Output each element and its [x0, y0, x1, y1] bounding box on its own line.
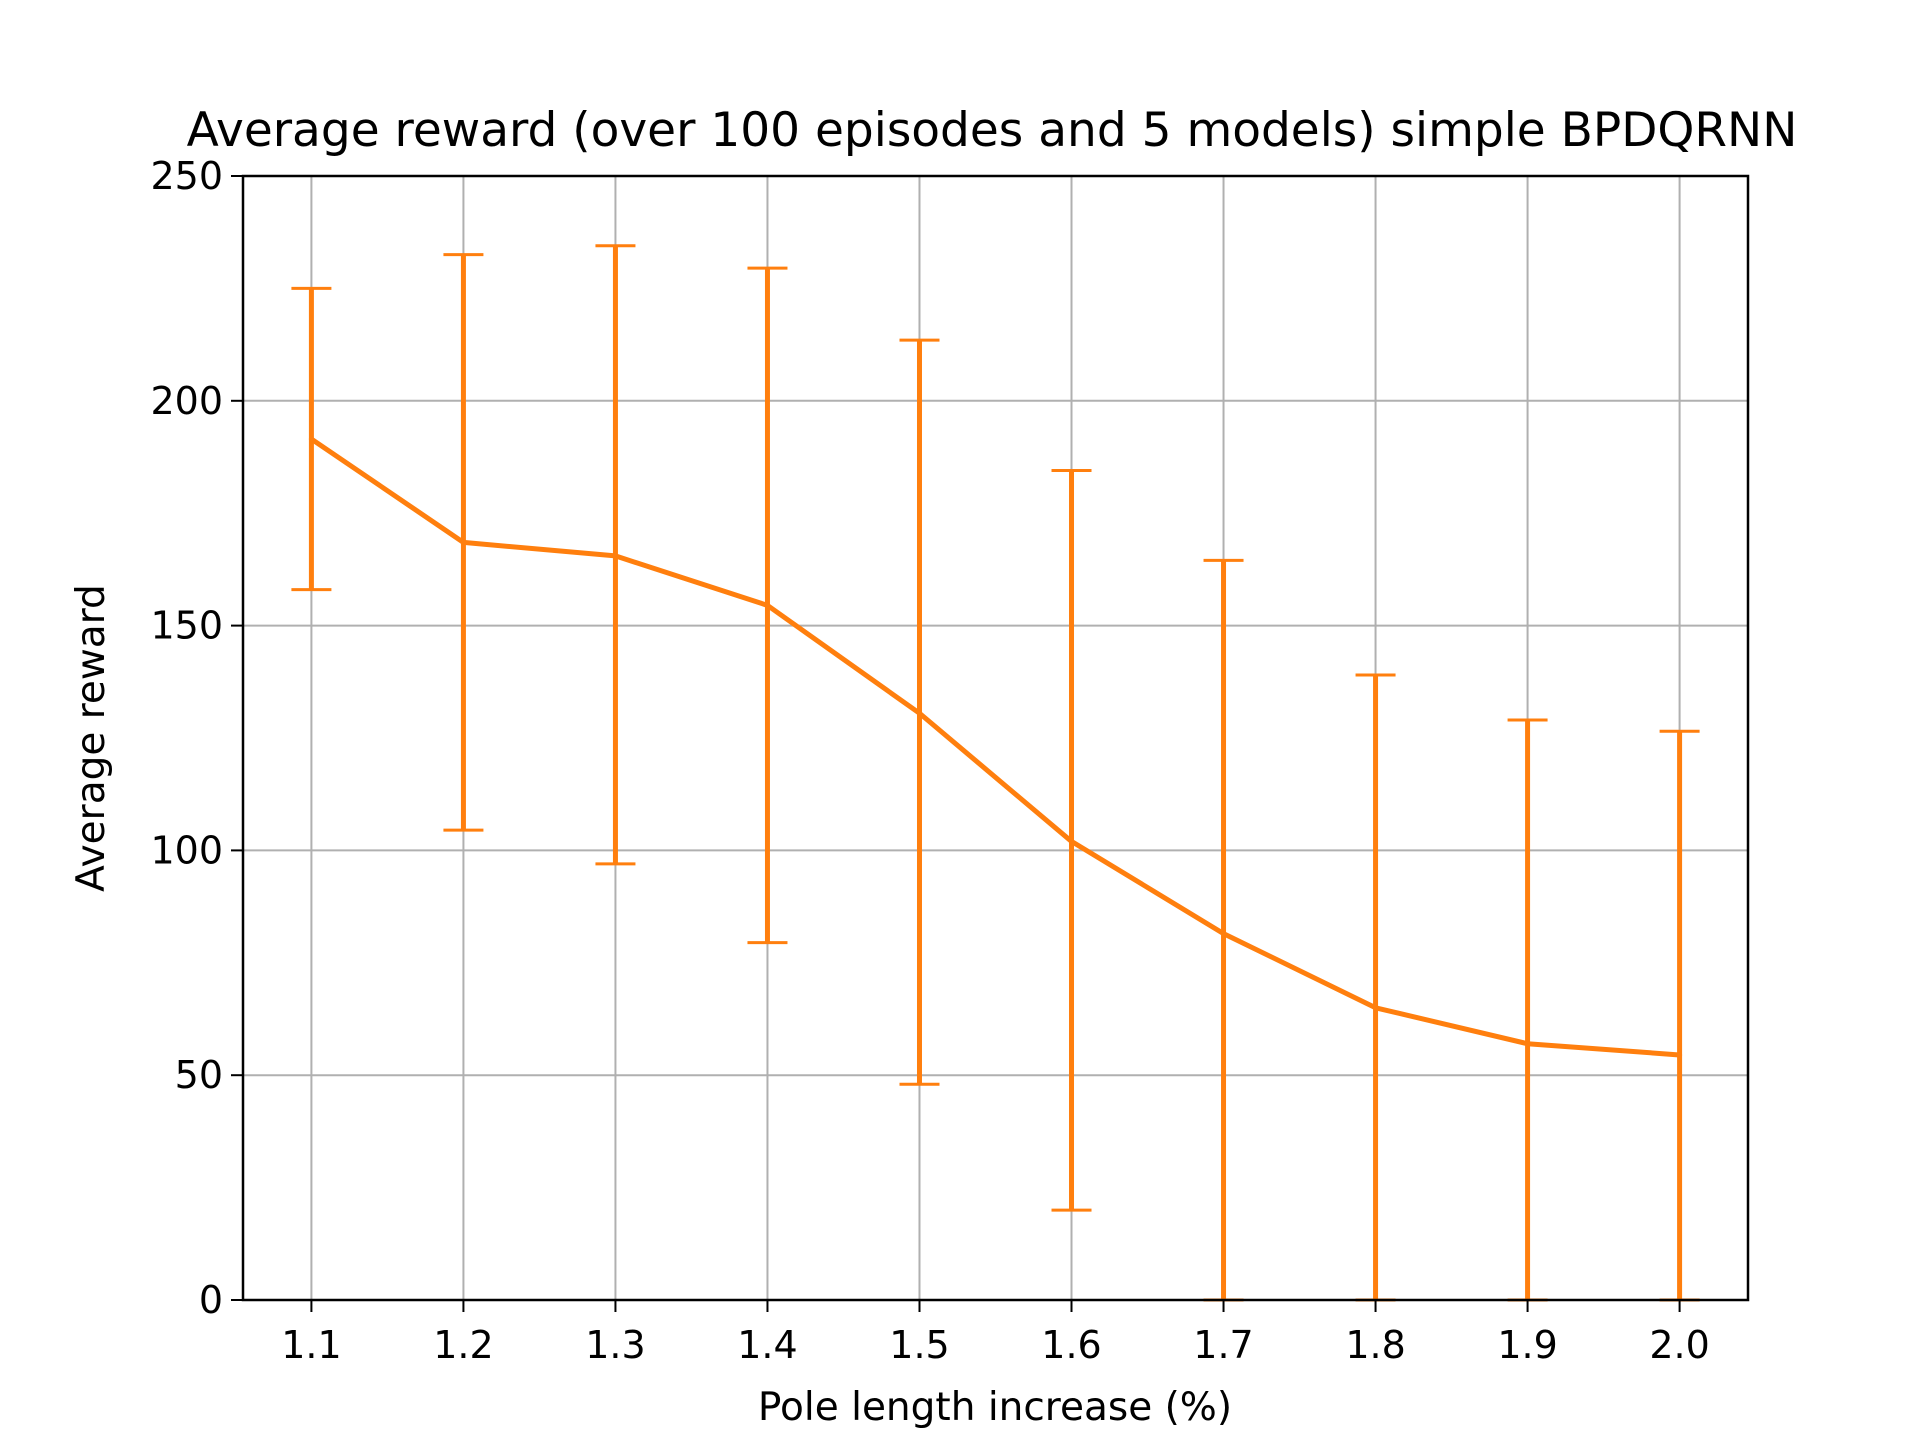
x-tick-label: 1.9: [1497, 1323, 1557, 1367]
data-point: [1525, 1041, 1531, 1047]
y-tick-label: 200: [150, 379, 223, 423]
data-point: [1221, 931, 1227, 937]
y-axis-label: Average reward: [69, 584, 114, 892]
y-tick-label: 100: [150, 828, 223, 872]
data-series: [308, 436, 1683, 1058]
x-axis-label: Pole length increase (%): [758, 1385, 1232, 1430]
series-line: [308, 436, 1683, 1058]
x-axis-ticks: 1.1 1.2 1.3 1.4 1.5 1.6 1.7 1.8 1.9 2.0: [281, 1300, 1710, 1367]
y-tick-label: 0: [199, 1278, 223, 1322]
data-point: [764, 602, 770, 608]
x-tick-label: 1.6: [1041, 1323, 1101, 1367]
data-point: [1677, 1052, 1683, 1058]
data-point: [1373, 1005, 1379, 1011]
y-tick-label: 250: [150, 154, 223, 198]
x-tick-label: 1.8: [1345, 1323, 1405, 1367]
data-point: [1069, 838, 1075, 844]
x-tick-label: 1.3: [585, 1323, 645, 1367]
y-axis-ticks: 0 50 100 150 200 250: [150, 154, 243, 1322]
x-tick-label: 1.2: [433, 1323, 493, 1367]
x-tick-label: 1.4: [737, 1323, 797, 1367]
y-tick-label: 50: [175, 1053, 223, 1097]
data-point: [460, 539, 466, 545]
x-tick-label: 1.5: [889, 1323, 949, 1367]
chart-title: Average reward (over 100 episodes and 5 …: [187, 103, 1798, 158]
x-tick-label: 2.0: [1649, 1323, 1709, 1367]
y-tick-label: 150: [150, 604, 223, 648]
data-point: [916, 710, 922, 716]
x-tick-label: 1.7: [1193, 1323, 1253, 1367]
data-point: [308, 436, 314, 442]
plot-frame: [241, 174, 1750, 1302]
x-tick-label: 1.1: [281, 1323, 341, 1367]
data-point: [612, 553, 618, 559]
